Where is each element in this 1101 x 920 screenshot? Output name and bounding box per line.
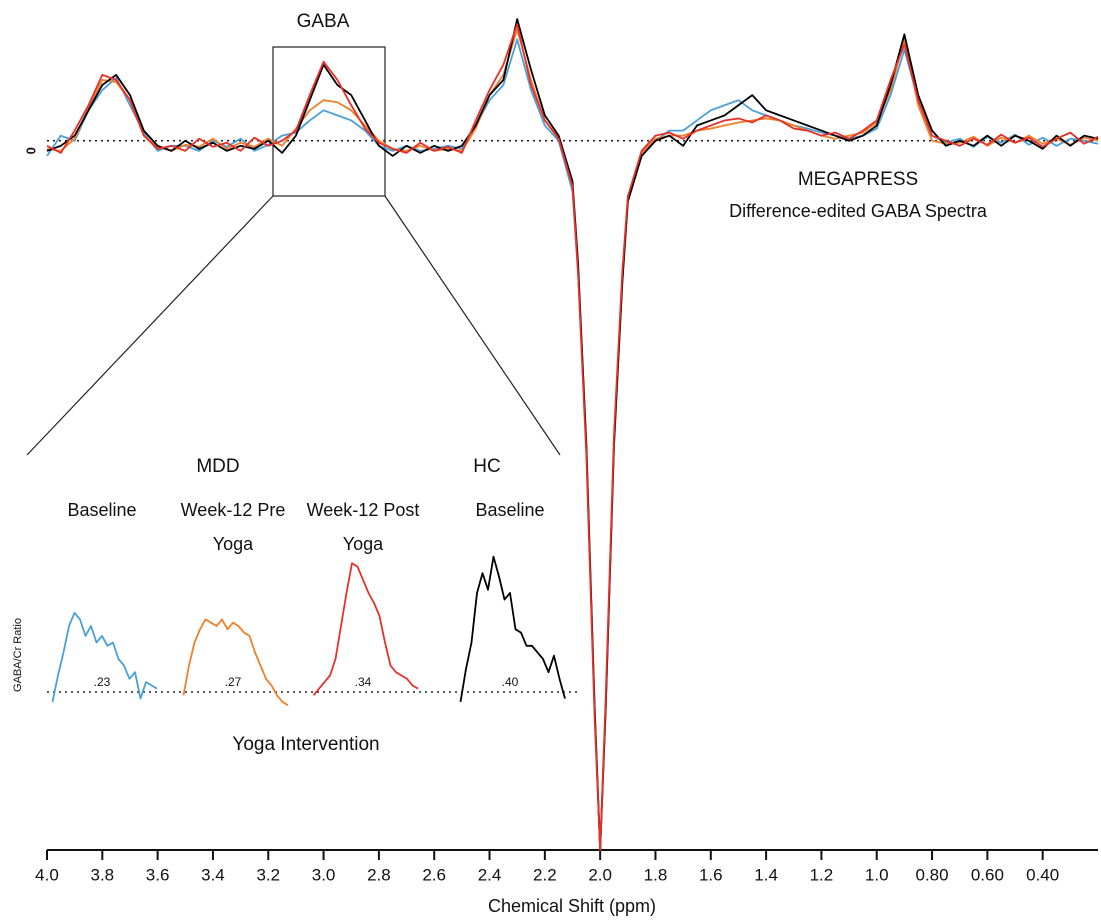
x-tick-label: 1.8 — [644, 865, 668, 884]
annotation: MEGAPRESS — [798, 169, 918, 190]
x-tick-label: 3.6 — [146, 865, 170, 884]
y-tick-label: 0 — [23, 147, 38, 154]
annotation: Difference-edited GABA Spectra — [729, 201, 988, 221]
spectrum-line — [182, 618, 289, 706]
spectrum-line — [46, 28, 1099, 851]
x-tick-label: 3.0 — [312, 865, 336, 884]
x-tick-label: 3.2 — [256, 865, 280, 884]
x-tick-label: 3.4 — [201, 865, 225, 884]
group-label: MDD — [196, 456, 239, 477]
x-tick-label: 1.0 — [865, 865, 889, 884]
group-label: HC — [473, 456, 500, 477]
x-tick-label: 1.4 — [754, 865, 778, 884]
spectrum-line — [46, 38, 1099, 851]
zoom-box — [272, 46, 386, 197]
zoom-connector — [384, 195, 561, 456]
series-label: Baseline — [475, 500, 545, 520]
value-label: .34 — [355, 675, 372, 689]
value-label: .23 — [94, 675, 111, 689]
x-tick-label: 0.40 — [1026, 865, 1059, 884]
series-label: Week-12 Pre Yoga — [180, 500, 286, 554]
spectrum-line — [312, 562, 419, 696]
x-tick-label: 3.8 — [90, 865, 114, 884]
value-label: .40 — [502, 675, 519, 689]
series-label: Week-12 Post Yoga — [306, 500, 420, 554]
x-tick-label: 1.6 — [699, 865, 723, 884]
zoom-connector — [26, 195, 274, 456]
x-tick-label: 2.8 — [367, 865, 391, 884]
x-tick-label: 1.2 — [810, 865, 834, 884]
x-tick-label: 2.4 — [478, 865, 502, 884]
x-tick-label: 0.60 — [971, 865, 1004, 884]
inset-y-label: GABA/Cr Ratio — [12, 618, 24, 692]
spectrum-line — [46, 23, 1099, 851]
inset-annotation: Yoga Intervention — [232, 734, 379, 755]
series-label: Baseline — [67, 500, 137, 520]
annotation: GABA — [297, 11, 350, 32]
spectrum-line — [51, 611, 158, 703]
spectrum-line — [459, 555, 566, 703]
value-label: .27 — [225, 675, 242, 689]
x-tick-label: 0.80 — [916, 865, 949, 884]
x-tick-label: 2.6 — [422, 865, 446, 884]
x-tick-label: 2.0 — [588, 865, 612, 884]
x-tick-label: 2.2 — [533, 865, 557, 884]
x-tick-label: 4.0 — [35, 865, 59, 884]
x-axis-label: Chemical Shift (ppm) — [488, 896, 656, 916]
